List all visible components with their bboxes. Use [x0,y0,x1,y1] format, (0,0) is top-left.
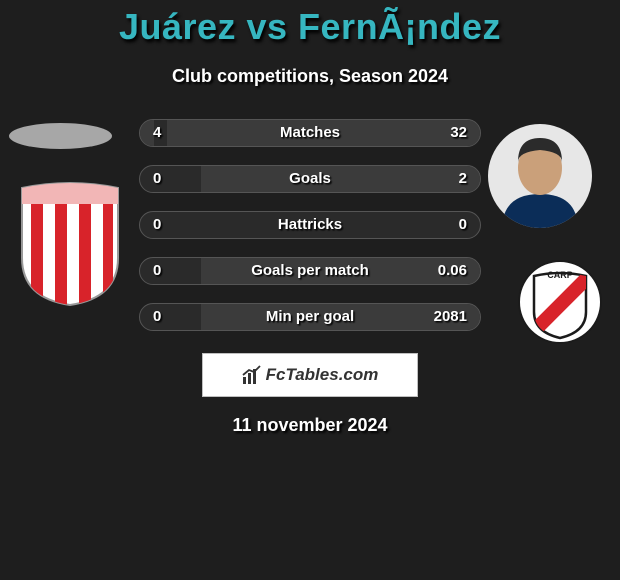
crest-stripe [103,204,113,306]
bar-fill-left [140,120,154,146]
stat-row: 0 Hattricks 0 [139,211,481,239]
stat-label: Goals per match [251,262,369,279]
stat-row: 4 Matches 32 [139,119,481,147]
stat-bars: 4 Matches 32 0 Goals 2 0 Hattricks 0 0 G… [139,119,481,331]
watermark-box: FcTables.com [202,353,418,397]
stat-value-left: 0 [153,170,161,187]
player2-avatar [488,124,592,228]
crest-stripe [31,204,43,306]
player2-club-crest: CARP [518,260,602,344]
stat-row: 0 Goals 2 [139,165,481,193]
crest-stripe [55,204,67,306]
stat-value-right: 0 [459,216,467,233]
subtitle: Club competitions, Season 2024 [0,66,620,87]
player1-club-crest [17,178,123,306]
stat-value-right: 32 [450,124,467,141]
crest-stripe [79,204,91,306]
stat-row: 0 Min per goal 2081 [139,303,481,331]
stat-row: 0 Goals per match 0.06 [139,257,481,285]
crest-monogram: CARP [547,270,573,280]
stat-value-left: 4 [153,124,161,141]
stat-value-right: 2081 [434,308,467,325]
stat-value-left: 0 [153,262,161,279]
stat-label: Min per goal [266,308,354,325]
stat-value-right: 0.06 [438,262,467,279]
crest-top-band [22,178,118,204]
stat-label: Hattricks [278,216,342,233]
stat-label: Matches [280,124,340,141]
player1-avatar-placeholder [9,123,112,149]
stat-value-right: 2 [459,170,467,187]
watermark-text: FcTables.com [266,365,379,385]
stat-value-left: 0 [153,308,161,325]
page-title: Juárez vs FernÃ¡ndez [0,0,620,48]
bars-icon [242,365,262,385]
bar-fill-right [201,166,480,192]
stat-value-left: 0 [153,216,161,233]
footer-date: 11 november 2024 [0,415,620,436]
stat-label: Goals [289,170,331,187]
